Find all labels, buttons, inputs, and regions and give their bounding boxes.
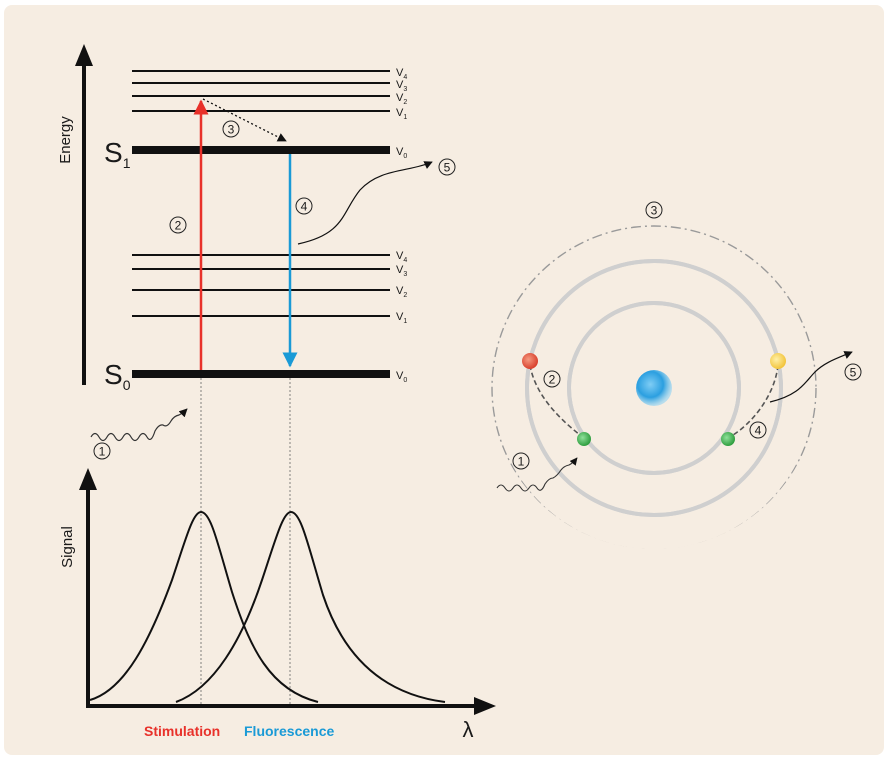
- s0-level-label-v2: V2: [396, 285, 407, 299]
- s0-level-label-v0: V0: [396, 370, 407, 384]
- s0-letter: S: [104, 359, 123, 390]
- s1-level-label-v4: V4: [396, 67, 407, 81]
- energy-axis-arrowhead: [75, 44, 93, 66]
- s1-level-label-v0: V0: [396, 146, 407, 160]
- spectrum-plot: Signal λ Stimulation Fluorescence: [59, 468, 496, 742]
- svg-text:4: 4: [301, 200, 308, 214]
- emitted-photon-curve: [297, 161, 433, 245]
- excitation-transition-arc: [529, 364, 585, 439]
- atom-step-4-marker: 4: [749, 421, 767, 439]
- atom-step-2-marker: 2: [543, 370, 561, 388]
- energy-axis-label: Energy: [57, 116, 74, 164]
- energy-step-3-marker: 3: [222, 120, 240, 138]
- stimulation-label: Stimulation: [144, 723, 220, 739]
- svg-text:1: 1: [518, 455, 525, 469]
- atom-incoming-photon-wave: [496, 457, 578, 492]
- atom-emitted-photon-curve: [769, 351, 853, 403]
- signal-axis-label: Signal: [59, 526, 76, 568]
- incoming-photon-wave: [90, 408, 188, 442]
- svg-text:5: 5: [850, 366, 857, 380]
- s1-letter: S: [104, 137, 123, 168]
- svg-text:4: 4: [755, 424, 762, 438]
- ground-electron-right: [721, 432, 735, 446]
- svg-text:1: 1: [99, 445, 106, 459]
- s1-state-label: S1: [104, 137, 131, 171]
- inner-orbit-front: [567, 301, 741, 475]
- s1-level-label-v1: V1: [396, 107, 407, 121]
- s0-level-label-v3: V3: [396, 264, 407, 278]
- fluorescence-spectrum-curve: [175, 510, 446, 703]
- s1-level-label-v3: V3: [396, 79, 407, 93]
- svg-text:2: 2: [175, 219, 182, 233]
- energy-level-diagram: Energy S1 S0 V4 V3 V2 V1 V0 V4 V3 V2 V1 …: [57, 44, 456, 460]
- atom-step-1-marker: 1: [512, 452, 530, 470]
- nucleus: [636, 370, 672, 406]
- excited-electron-yellow: [770, 353, 786, 369]
- s1-subscript: 1: [123, 155, 131, 171]
- energy-step-4-marker: 4: [295, 197, 313, 215]
- atom-model: 1 2 3 4 5: [490, 201, 862, 560]
- excited-electron-red: [522, 353, 538, 369]
- atom-step-5-marker: 5: [844, 363, 862, 381]
- orbit-mask: [490, 385, 818, 560]
- s0-level-label-v1: V1: [396, 311, 407, 325]
- signal-axis-arrowhead: [79, 468, 97, 490]
- svg-text:3: 3: [651, 204, 658, 218]
- fluorescence-label: Fluorescence: [244, 723, 334, 739]
- s0-level-label-v4: V4: [396, 250, 407, 264]
- energy-step-1-marker: 1: [93, 442, 111, 460]
- wavelength-axis-arrowhead: [474, 697, 496, 715]
- energy-step-2-marker: 2: [169, 216, 187, 234]
- s0-subscript: 0: [123, 377, 131, 393]
- stimulation-spectrum-curve: [89, 510, 319, 703]
- svg-text:5: 5: [444, 161, 451, 175]
- svg-text:3: 3: [228, 123, 235, 137]
- energy-step-5-marker: 5: [438, 158, 456, 176]
- middle-orbit-front: [525, 259, 783, 517]
- ground-electron-left: [577, 432, 591, 446]
- s0-state-label: S0: [104, 359, 131, 393]
- atom-step-3-marker: 3: [645, 201, 663, 219]
- wavelength-axis-label: λ: [463, 717, 474, 742]
- emission-transition-arc: [727, 364, 779, 439]
- s1-level-label-v2: V2: [396, 92, 407, 106]
- relaxation-arrow: [202, 98, 287, 142]
- svg-text:2: 2: [549, 373, 556, 387]
